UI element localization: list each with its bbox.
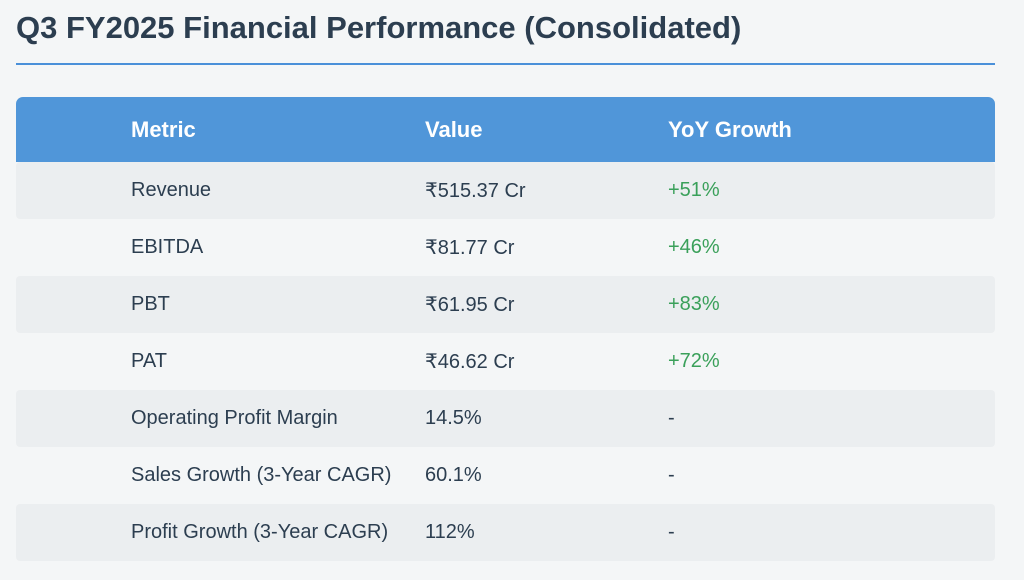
metric-cell: EBITDA [131, 236, 204, 258]
growth-cell: +83% [668, 293, 720, 315]
value-cell: ₹46.62 Cr [425, 351, 515, 373]
growth-cell: +51% [668, 179, 720, 201]
value-cell: ₹61.95 Cr [425, 294, 515, 316]
growth-cell: +72% [668, 350, 720, 372]
metric-cell: Operating Profit Margin [131, 407, 338, 429]
title-divider [16, 63, 995, 65]
value-cell: 60.1% [425, 464, 482, 486]
header-metric: Metric [131, 116, 196, 142]
value-cell: 14.5% [425, 407, 482, 429]
metric-cell: Sales Growth (3-Year CAGR) [131, 464, 392, 486]
growth-cell: - [668, 464, 675, 486]
table-row: Profit Growth (3-Year CAGR) 112% - [16, 504, 995, 561]
metric-cell: PAT [131, 350, 167, 372]
metric-cell: PBT [131, 293, 170, 315]
table-row: PAT ₹46.62 Cr +72% [16, 333, 995, 390]
value-cell: ₹81.77 Cr [425, 237, 515, 259]
growth-cell: +46% [668, 236, 720, 258]
financial-table: Metric Value YoY Growth Revenue ₹515.37 … [16, 97, 995, 561]
metric-cell: Revenue [131, 179, 212, 201]
header-value: Value [425, 116, 483, 142]
growth-cell: - [668, 521, 675, 543]
table-row: Sales Growth (3-Year CAGR) 60.1% - [16, 447, 995, 504]
metric-cell: Profit Growth (3-Year CAGR) [131, 521, 389, 543]
page-title: Q3 FY2025 Financial Performance (Consoli… [16, 10, 742, 45]
value-cell: ₹515.37 Cr [425, 180, 526, 202]
growth-cell: - [668, 407, 675, 429]
table-row: Operating Profit Margin 14.5% - [16, 390, 995, 447]
value-cell: 112% [425, 521, 475, 543]
header-yoy-growth: YoY Growth [668, 116, 792, 142]
table-header: Metric Value YoY Growth [16, 97, 995, 162]
table-row: PBT ₹61.95 Cr +83% [16, 276, 995, 333]
table-row: Revenue ₹515.37 Cr +51% [16, 162, 995, 219]
table-row: EBITDA ₹81.77 Cr +46% [16, 219, 995, 276]
